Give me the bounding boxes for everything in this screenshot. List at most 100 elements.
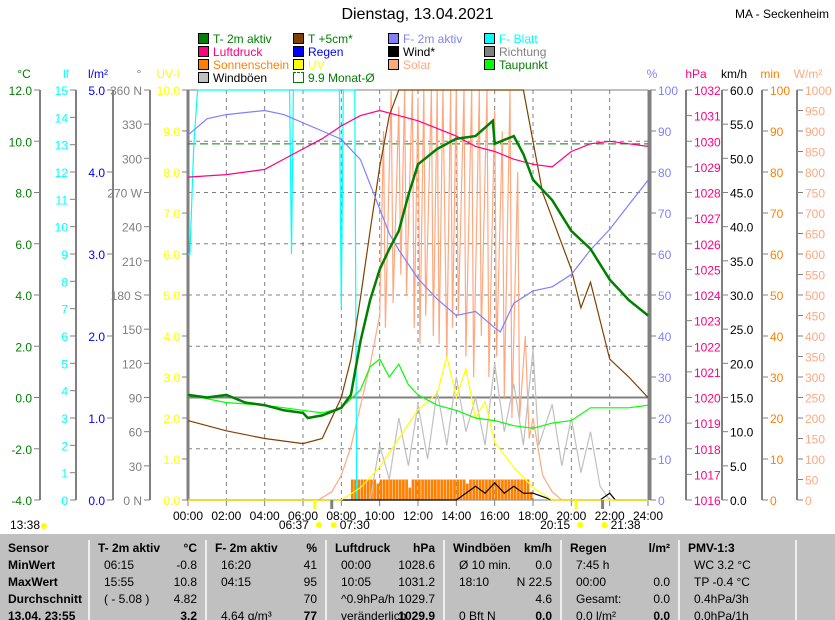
table-header: PMV-1:3 [680, 540, 795, 557]
table-cell: 06:15 [104, 558, 135, 572]
table-cell: Durchschnitt [8, 592, 83, 606]
x-tick-label: 20:00 [556, 509, 586, 523]
sunset-icon [577, 522, 584, 528]
axis-tick-label: 30 [658, 371, 672, 385]
axis-tick-label: 1017 [694, 468, 721, 482]
axis-tick-label: 55.0 [730, 118, 754, 132]
axis-tick-label: 9 [61, 248, 68, 262]
sunshine-bar [363, 479, 367, 500]
series-solar [188, 89, 648, 501]
table-cell: veränderlich [341, 609, 407, 620]
table-row: Gesamt: 0.0 [562, 591, 678, 608]
table-cell: 0.0 [535, 558, 552, 572]
axis-tick-label: 4.0 [88, 166, 105, 180]
sunshine-bar [360, 479, 364, 500]
axis-tick-label: 50 [770, 289, 784, 303]
table-cell: WC 3.2 °C [694, 558, 751, 572]
legend-swatch [198, 33, 209, 44]
table-cell: MinWert [8, 558, 56, 572]
table-cell: °C [183, 541, 197, 555]
axis-tick-label: 0 [805, 494, 812, 508]
sunshine-bar [446, 479, 450, 500]
axis-tick-label: 550 [805, 269, 825, 283]
legend-item: Richtung [484, 45, 546, 59]
x-tick-label: 04:00 [250, 509, 280, 523]
table-column: Windböen km/h Ø 10 min. 0.0 18:10 N 22.5 4.6 0 … [443, 540, 560, 620]
axis-tick-label: 0 N [123, 494, 142, 508]
legend-label: Sonnenschein [213, 58, 290, 72]
table-row: ^0.9hPa/h 1029.7 [327, 591, 443, 608]
legend-label: Windböen [213, 71, 268, 85]
table-row: veränderlich 1029.9 [327, 608, 443, 620]
axis-tick-label: 50.0 [730, 152, 754, 166]
axis-tick-label: 120 [122, 357, 142, 371]
legend-item: Windböen [198, 71, 267, 85]
axis-tick-label: 1020 [694, 392, 721, 406]
axis-tick-label: 1022 [694, 340, 721, 354]
sunshine-bar [373, 479, 376, 500]
series-luftdruck [187, 109, 649, 178]
table-cell: 0.0 [653, 575, 670, 589]
series-f-blatt [188, 89, 358, 501]
moonset-time: 13:38 [10, 518, 40, 532]
legend-swatch [198, 72, 209, 83]
table-row: 16:20 41 [207, 557, 325, 574]
axis-tick-label: 40.0 [730, 221, 754, 235]
table-row: Ø 10 min. 0.0 [445, 557, 560, 574]
x-tick-label: 14:00 [441, 509, 471, 523]
sunshine-bar [421, 479, 424, 500]
axis-tick-label: 150 [122, 323, 142, 337]
axis-tick-label: 100 [658, 84, 678, 98]
table-cell: 7:45 h [576, 558, 610, 572]
sunshine-bar [398, 479, 402, 500]
sunshine-bar [350, 479, 354, 500]
axis-tick-label: 3 [61, 412, 68, 426]
axis-tick-label: 6.0 [163, 248, 180, 262]
axis-tick-label: 300 [122, 152, 142, 166]
axis-tick-label: 360 N [110, 84, 142, 98]
table-cell: 13.04. 23:55 [8, 609, 76, 620]
axis-tick-label: 20.0 [730, 357, 754, 371]
table-header: Windböen km/h [445, 540, 560, 557]
table-row: WC 3.2 °C [680, 557, 795, 574]
axis-tick-label: 60.0 [730, 84, 754, 98]
table-column: Sensor MinWert MaxWert Durchschnitt 13.04. 2… [0, 540, 86, 620]
x-tick-label: 10:00 [365, 509, 395, 523]
sunshine-bar [433, 479, 437, 500]
sunshine-bar [402, 479, 405, 500]
table-cell: 10.8 [173, 575, 197, 589]
sunshine-bar [379, 479, 383, 500]
sunshine-bar [453, 479, 456, 500]
legend-swatch [484, 59, 495, 70]
axis-tick-label: 850 [805, 146, 825, 160]
table-cell: km/h [523, 541, 552, 555]
axis-tick-label: 80 [770, 166, 784, 180]
axis-tick-label: 10 [770, 453, 784, 467]
table-cell: 16:20 [221, 558, 252, 572]
table-cell: 95 [303, 575, 317, 589]
table-cell: 3.2 [180, 609, 197, 620]
axis-tick-label: 90 [658, 125, 672, 139]
sunshine-bar [440, 479, 444, 500]
table-row: 4.64 g/m³ 77 [207, 608, 325, 620]
sunshine-bar [529, 491, 533, 500]
legend-item: Solar [388, 58, 431, 72]
axis-tick-label: 60 [129, 426, 143, 440]
axis-tick-label: 250 [805, 392, 825, 406]
axis-unit-uv: UV-I [156, 67, 179, 81]
table-cell: 10:05 [341, 575, 372, 589]
axis-tick-label: 15 [55, 84, 69, 98]
axis-tick-label: 30 [129, 460, 143, 474]
table-cell: Ø 10 min. [459, 558, 512, 572]
axis-tick-label: 400 [805, 330, 825, 344]
table-cell: Windböen [453, 541, 511, 555]
table-row: 4.6 [445, 591, 560, 608]
axis-tick-label: 1.0 [88, 412, 105, 426]
table-row: 06:15 -0.8 [90, 557, 205, 574]
axis-tick-label: 100 [770, 84, 790, 98]
sunshine-bar [395, 479, 399, 500]
axis-tick-label: 7 [61, 303, 68, 317]
legend-item: T- 2m aktiv [198, 32, 272, 46]
chart-title: Dienstag, 13.04.2021 [341, 6, 494, 23]
series-windb-en [188, 349, 648, 501]
